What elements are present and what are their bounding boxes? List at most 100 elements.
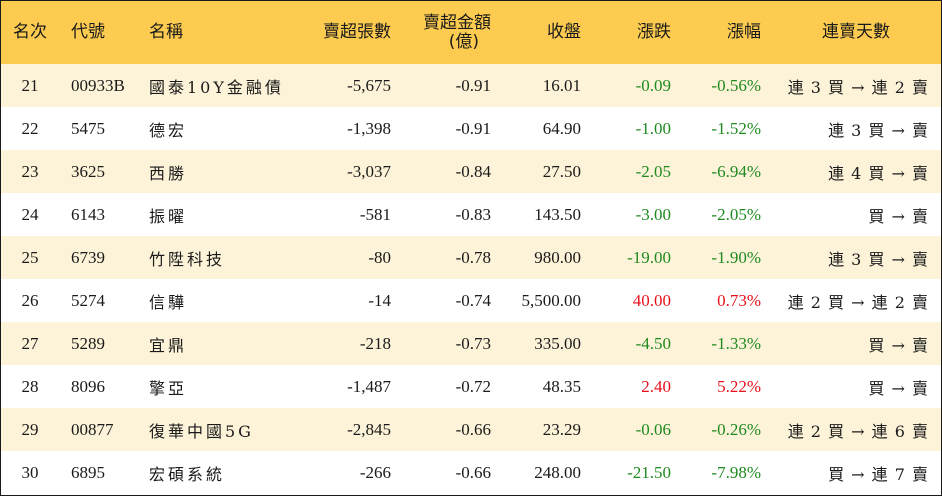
cell-change-pct: -0.56% — [711, 75, 761, 95]
cell-close: 64.90 — [542, 118, 581, 138]
cell-code: 6143 — [71, 204, 105, 224]
cell-code: 3625 — [71, 161, 105, 181]
cell-net-sell-amount: -0.72 — [455, 376, 491, 396]
cell-net-sell-shares: -581 — [359, 204, 391, 224]
cell-rank: 29 — [21, 419, 39, 439]
header-streak: 連賣天數 — [822, 22, 890, 42]
cell-net-sell-shares: -14 — [368, 290, 391, 310]
table-row[interactable]: 24 6143 振曜 -581 -0.83 143.50 -3.00 -2.05% 買 → 賣 — [1, 193, 941, 236]
cell-streak: 買 → 賣 — [868, 335, 929, 355]
cell-net-sell-amount: -0.66 — [455, 462, 491, 482]
cell-code: 6739 — [71, 247, 105, 267]
cell-change: -19.00 — [627, 247, 671, 267]
cell-change: 2.40 — [641, 376, 671, 396]
cell-name: 擎亞 — [149, 378, 188, 398]
header-net-sell-amount: 賣超金額 (億) — [401, 1, 501, 64]
cell-change: -1.00 — [635, 118, 671, 138]
cell-streak: 連 2 買 → 連 2 賣 — [787, 292, 929, 312]
cell-change: -4.50 — [635, 333, 671, 353]
cell-rank: 28 — [21, 376, 39, 396]
cell-change: -3.00 — [635, 204, 671, 224]
cell-code: 5289 — [71, 333, 105, 353]
cell-net-sell-shares: -80 — [368, 247, 391, 267]
header-name: 名稱 — [149, 22, 183, 42]
header-net-sell-amount-line2: (億) — [448, 31, 479, 52]
cell-name: 復華中國5G — [149, 421, 254, 441]
cell-name: 德宏 — [149, 120, 188, 140]
cell-close: 335.00 — [534, 333, 581, 353]
cell-change-pct: -1.52% — [711, 118, 761, 138]
cell-rank: 30 — [21, 462, 39, 482]
cell-net-sell-shares: -2,845 — [347, 419, 391, 439]
cell-net-sell-shares: -3,037 — [347, 161, 391, 181]
table-row[interactable]: 21 00933B 國泰10Y金融債 -5,675 -0.91 16.01 -0.09 -0.… — [1, 64, 941, 107]
cell-close: 5,500.00 — [521, 290, 582, 310]
cell-net-sell-amount: -0.91 — [455, 118, 491, 138]
cell-close: 980.00 — [534, 247, 581, 267]
cell-rank: 23 — [21, 161, 39, 181]
table-row[interactable]: 25 6739 竹陞科技 -80 -0.78 980.00 -19.00 -1.90% 連 3 … — [1, 236, 941, 279]
cell-net-sell-amount: -0.73 — [455, 333, 491, 353]
cell-change-pct: -1.90% — [711, 247, 761, 267]
header-net-sell-amount-line1: 賣超金額 — [423, 12, 491, 33]
table-header: 名次 代號 名稱 賣超張數 賣超金額 (億) 收盤 漲跌 漲幅 連賣天數 — [1, 1, 941, 64]
table-row[interactable]: 22 5475 德宏 -1,398 -0.91 64.90 -1.00 -1.52% 連 3 買… — [1, 107, 941, 150]
cell-streak: 連 3 買 → 賣 — [828, 249, 929, 269]
cell-change: -2.05 — [635, 161, 671, 181]
cell-streak: 買 → 賣 — [868, 378, 929, 398]
table-row[interactable]: 27 5289 宜鼎 -218 -0.73 335.00 -4.50 -1.33% 買 → 賣 — [1, 322, 941, 365]
cell-net-sell-amount: -0.78 — [455, 247, 491, 267]
cell-name: 宏碩系統 — [149, 464, 226, 484]
table-row[interactable]: 29 00877 復華中國5G -2,845 -0.66 23.29 -0.06 -0.26%… — [1, 408, 941, 451]
cell-code: 5475 — [71, 118, 105, 138]
cell-change: 40.00 — [632, 290, 671, 310]
cell-rank: 26 — [21, 290, 39, 310]
header-rank: 名次 — [13, 22, 47, 42]
cell-close: 27.50 — [542, 161, 581, 181]
cell-rank: 21 — [21, 75, 39, 95]
cell-close: 16.01 — [542, 75, 581, 95]
cell-name: 國泰10Y金融債 — [149, 77, 284, 97]
cell-change-pct: 0.73% — [717, 290, 761, 310]
cell-net-sell-shares: -1,398 — [347, 118, 391, 138]
cell-net-sell-shares: -266 — [359, 462, 391, 482]
cell-net-sell-amount: -0.83 — [455, 204, 491, 224]
cell-close: 248.00 — [534, 462, 581, 482]
header-net-sell-shares: 賣超張數 — [323, 22, 391, 42]
cell-rank: 25 — [21, 247, 39, 267]
cell-streak: 買 → 連 7 賣 — [828, 464, 929, 484]
cell-code: 6895 — [71, 462, 105, 482]
cell-change-pct: -2.05% — [711, 204, 761, 224]
cell-streak: 連 2 買 → 連 6 賣 — [787, 421, 929, 441]
cell-name: 信驊 — [149, 292, 188, 312]
cell-streak: 連 4 買 → 賣 — [828, 163, 929, 183]
cell-close: 48.35 — [542, 376, 581, 396]
cell-net-sell-amount: -0.84 — [455, 161, 491, 181]
cell-code: 8096 — [71, 376, 105, 396]
cell-rank: 24 — [21, 204, 39, 224]
cell-net-sell-shares: -5,675 — [347, 75, 391, 95]
cell-net-sell-amount: -0.74 — [455, 290, 491, 310]
table-row[interactable]: 28 8096 擎亞 -1,487 -0.72 48.35 2.40 5.22% 買 → 賣 — [1, 365, 941, 408]
cell-name: 振曜 — [149, 206, 188, 226]
cell-code: 5274 — [71, 290, 105, 310]
table-row[interactable]: 23 3625 西勝 -3,037 -0.84 27.50 -2.05 -6.94% 連 4 買… — [1, 150, 941, 193]
cell-net-sell-shares: -218 — [359, 333, 391, 353]
header-change-pct: 漲幅 — [727, 22, 761, 42]
cell-name: 西勝 — [149, 163, 188, 183]
table-row[interactable]: 26 5274 信驊 -14 -0.74 5,500.00 40.00 0.73% 連 2 買 … — [1, 279, 941, 322]
header-change: 漲跌 — [637, 22, 671, 42]
cell-change-pct: -6.94% — [711, 161, 761, 181]
table-row[interactable]: 30 6895 宏碩系統 -266 -0.66 248.00 -21.50 -7.98% 買 →… — [1, 451, 941, 494]
cell-net-sell-shares: -1,487 — [347, 376, 391, 396]
cell-net-sell-amount: -0.91 — [455, 75, 491, 95]
cell-change-pct: -7.98% — [711, 462, 761, 482]
cell-rank: 22 — [21, 118, 39, 138]
cell-code: 00933B — [71, 75, 125, 95]
cell-change-pct: -0.26% — [711, 419, 761, 439]
cell-net-sell-amount: -0.66 — [455, 419, 491, 439]
cell-change: -0.09 — [635, 75, 671, 95]
cell-change-pct: -1.33% — [711, 333, 761, 353]
